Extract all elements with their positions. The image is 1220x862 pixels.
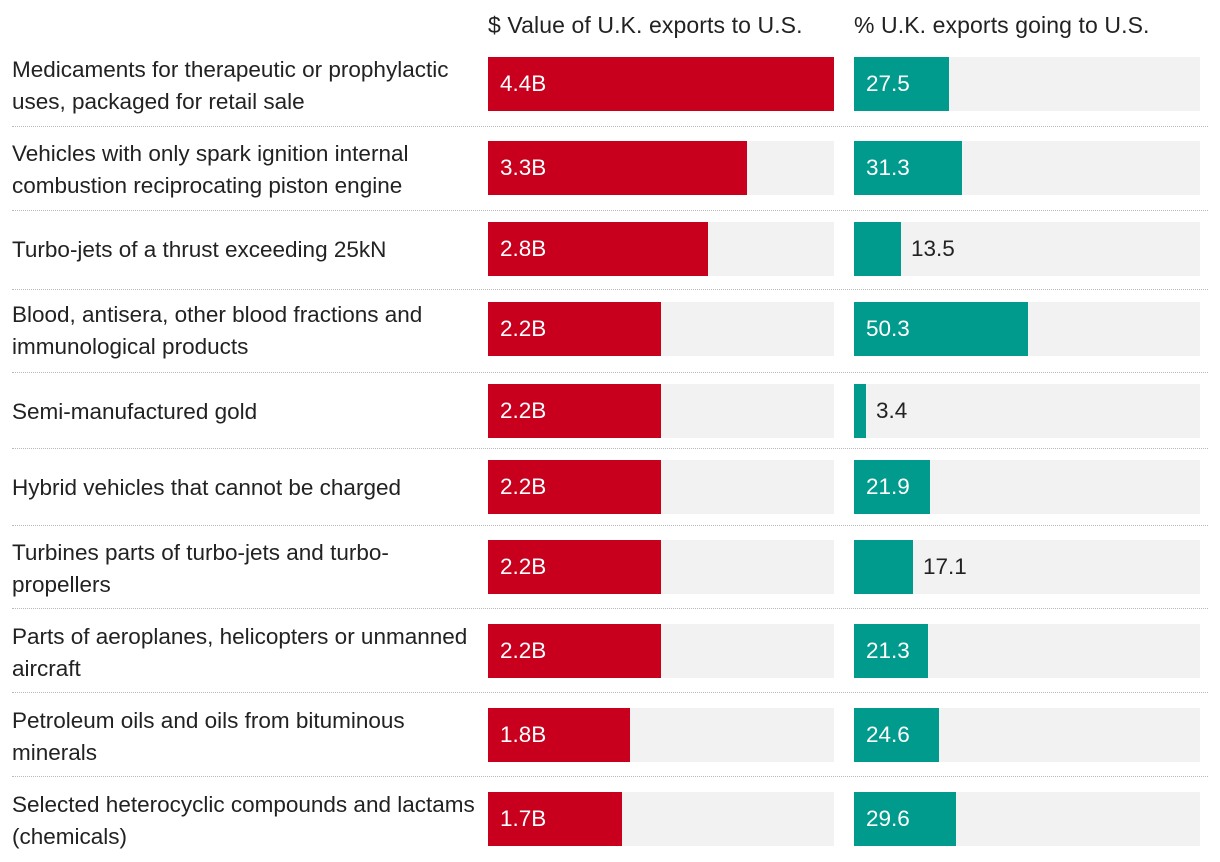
share-column-header: % U.K. exports going to U.S. (854, 12, 1150, 38)
share-label: 50.3 (866, 316, 910, 341)
share-track: 27.5 (854, 57, 1200, 111)
row-divider (12, 608, 1208, 609)
category-label: Medicaments for therapeutic or prophylac… (12, 57, 449, 114)
share-bar (854, 792, 956, 846)
share-track: 21.3 (854, 624, 1200, 678)
share-label: 27.5 (866, 71, 910, 96)
row-divider (12, 126, 1208, 127)
category-label: Hybrid vehicles that cannot be charged (12, 475, 401, 500)
category-label: Parts of aeroplanes, helicopters or unma… (12, 624, 468, 681)
value-column-header: $ Value of U.K. exports to U.S. (488, 12, 803, 38)
share-bar (854, 222, 901, 276)
value-track: 3.3B (488, 141, 834, 195)
value-bar (488, 57, 834, 111)
value-track: 2.2B (488, 540, 834, 594)
row-divider (12, 289, 1208, 290)
share-bar (854, 384, 866, 438)
value-track: 2.2B (488, 624, 834, 678)
share-label: 17.1 (923, 554, 967, 579)
share-track: 31.3 (854, 141, 1200, 195)
row-divider (12, 448, 1208, 449)
value-label: 1.8B (500, 722, 547, 747)
value-bar (488, 540, 661, 594)
share-bar (854, 57, 949, 111)
row-divider (12, 372, 1208, 373)
value-track: 1.8B (488, 708, 834, 762)
value-track: 2.2B (488, 460, 834, 514)
share-bar (854, 708, 939, 762)
category-label: Vehicles with only spark ignition intern… (12, 141, 409, 198)
category-label: Turbo-jets of a thrust exceeding 25kN (12, 237, 387, 262)
share-track: 21.9 (854, 460, 1200, 514)
share-bar (854, 302, 1028, 356)
value-label: 2.2B (500, 638, 547, 663)
value-bar (488, 460, 661, 514)
value-label: 4.4B (500, 71, 547, 96)
value-label: 2.2B (500, 316, 547, 341)
share-label: 29.6 (866, 806, 910, 831)
share-label: 21.9 (866, 474, 910, 499)
row-divider (12, 776, 1208, 777)
row-divider (12, 210, 1208, 211)
share-track: 29.6 (854, 792, 1200, 846)
value-bar (488, 141, 747, 195)
value-track: 2.2B (488, 384, 834, 438)
share-bar (854, 460, 930, 514)
share-bar (854, 141, 962, 195)
share-track: 13.5 (854, 222, 1200, 276)
category-label: Semi-manufactured gold (12, 399, 258, 424)
category-label: Petroleum oils and oils from bituminous … (12, 708, 405, 765)
value-label: 2.2B (500, 554, 547, 579)
value-bar (488, 222, 708, 276)
category-label: Selected heterocyclic compounds and lact… (12, 792, 475, 849)
share-track: 3.4 (854, 384, 1200, 438)
value-bar (488, 302, 661, 356)
value-track: 2.8B (488, 222, 834, 276)
value-label: 2.8B (500, 236, 547, 261)
share-bar (854, 540, 913, 594)
share-label: 31.3 (866, 155, 910, 180)
value-label: 2.2B (500, 474, 547, 499)
row-divider (12, 525, 1208, 526)
value-track: 2.2B (488, 302, 834, 356)
value-bar (488, 792, 622, 846)
row-divider (12, 692, 1208, 693)
share-track: 24.6 (854, 708, 1200, 762)
value-bar (488, 708, 630, 762)
share-label: 13.5 (911, 236, 955, 261)
share-track: 50.3 (854, 302, 1200, 356)
value-label: 3.3B (500, 155, 547, 180)
category-label: Blood, antisera, other blood fractions a… (12, 302, 423, 359)
share-bar (854, 624, 928, 678)
value-track: 1.7B (488, 792, 834, 846)
share-label: 21.3 (866, 638, 910, 663)
share-label: 24.6 (866, 722, 910, 747)
share-label: 3.4 (876, 398, 908, 423)
value-bar (488, 624, 661, 678)
category-label: Turbines parts of turbo-jets and turbo-p… (12, 540, 389, 597)
value-track: 4.4B (488, 57, 834, 111)
value-label: 2.2B (500, 398, 547, 423)
share-track: 17.1 (854, 540, 1200, 594)
value-label: 1.7B (500, 806, 547, 831)
value-bar (488, 384, 661, 438)
